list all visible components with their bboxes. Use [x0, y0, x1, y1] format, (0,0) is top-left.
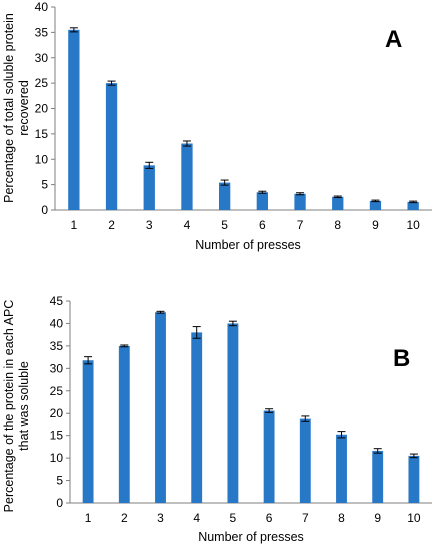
- panel-b-label: B: [393, 345, 410, 372]
- panel-b-bar: [372, 450, 384, 503]
- panel-b-bar: [227, 323, 239, 503]
- panel-b-x-tick-label: 3: [157, 511, 164, 525]
- panel-b-bar: [263, 410, 275, 503]
- panel-a-y-tick-label: 25: [35, 76, 49, 90]
- panel-b-y-tick-label: 45: [50, 294, 64, 308]
- panel-b-bar: [299, 418, 311, 503]
- panel-a-bar: [256, 192, 269, 210]
- panel-b-x-axis-title: Number of presses: [198, 530, 304, 544]
- panel-a-x-tick-label: 2: [108, 218, 115, 232]
- panel-a-chart: A Percentage of total soluble protein re…: [2, 0, 432, 252]
- panel-b-x-tick-label: 1: [85, 511, 92, 525]
- panel-a-y-tick-label: 30: [35, 51, 49, 65]
- panel-a-y-axis-title-line-2: recovered: [17, 80, 31, 136]
- panel-b-bar: [336, 434, 347, 503]
- panel-a-y-tick-label: 35: [35, 25, 49, 39]
- panel-a-bar: [294, 193, 306, 210]
- panel-a-bar: [105, 83, 118, 210]
- panel-b-bar: [155, 312, 166, 503]
- panel-b-bar: [408, 455, 420, 503]
- panel-a-x-axis-title: Number of presses: [195, 238, 301, 252]
- panel-a-x-tick-label: 9: [372, 218, 379, 232]
- panel-a-x-tick-label: 3: [146, 218, 153, 232]
- panel-a-label: A: [385, 26, 402, 53]
- panel-a-bar: [407, 201, 419, 210]
- panel-b-x-tick-label: 2: [121, 511, 128, 525]
- panel-b-y-tick-label: 15: [50, 429, 64, 443]
- panel-b-y-tick-label: 30: [50, 361, 64, 375]
- panel-a-x-tick-label: 10: [406, 218, 420, 232]
- panel-b-x-tick-label: 10: [407, 511, 421, 525]
- panel-b-y-axis-title-line-2: that was soluble: [17, 361, 31, 451]
- panel-b-bar: [191, 332, 203, 503]
- panel-b-y-tick-label: 10: [50, 451, 64, 465]
- panel-b-chart: B Percentage of the protein in each APC …: [2, 294, 432, 544]
- panel-b-x-tick-label: 7: [302, 511, 309, 525]
- panel-a-x-tick-label: 5: [221, 218, 228, 232]
- panel-b-y-tick-label: 25: [50, 384, 64, 398]
- panel-b-bar: [118, 345, 130, 503]
- panel-a-x-tick-label: 7: [297, 218, 304, 232]
- panel-a-y-tick-label: 15: [35, 127, 49, 141]
- panel-a-bar: [68, 29, 80, 211]
- panel-b-x-tick-label: 6: [266, 511, 273, 525]
- panel-b-x-tick-label: 5: [230, 511, 237, 525]
- panel-a-bar: [143, 165, 155, 210]
- panel-b-x-tick-label: 9: [374, 511, 381, 525]
- panel-a-y-axis-title-line-1: Percentage of total soluble protein: [2, 13, 16, 203]
- panel-a-bar: [369, 200, 382, 210]
- panel-b-y-tick-label: 35: [50, 339, 64, 353]
- panel-a-bar: [181, 143, 193, 210]
- panel-b-y-tick-label: 40: [50, 316, 64, 330]
- panel-a-y-tick-label: 0: [41, 203, 48, 217]
- panel-a-bar: [218, 182, 231, 210]
- panel-b-y-axis-title-line-1: Percentage of the protein in each APC: [2, 300, 16, 513]
- panel-a-x-tick-label: 8: [334, 218, 341, 232]
- panel-a-x-tick-label: 6: [259, 218, 266, 232]
- panel-a-y-tick-label: 5: [41, 178, 48, 192]
- panel-b-y-tick-label: 0: [56, 496, 63, 510]
- panel-b-y-tick-label: 5: [56, 474, 63, 488]
- panel-b-bar: [82, 360, 94, 503]
- panel-a-x-tick-label: 4: [184, 218, 191, 232]
- panel-a-y-tick-label: 10: [35, 152, 49, 166]
- panel-a-bar: [332, 196, 344, 210]
- panel-a-y-tick-label: 40: [35, 0, 49, 14]
- panel-b-x-tick-label: 4: [193, 511, 200, 525]
- panel-b-x-tick-label: 8: [338, 511, 345, 525]
- panel-a-x-tick-label: 1: [71, 218, 78, 232]
- panel-a-y-tick-label: 20: [35, 102, 49, 116]
- panel-b-y-tick-label: 20: [50, 406, 64, 420]
